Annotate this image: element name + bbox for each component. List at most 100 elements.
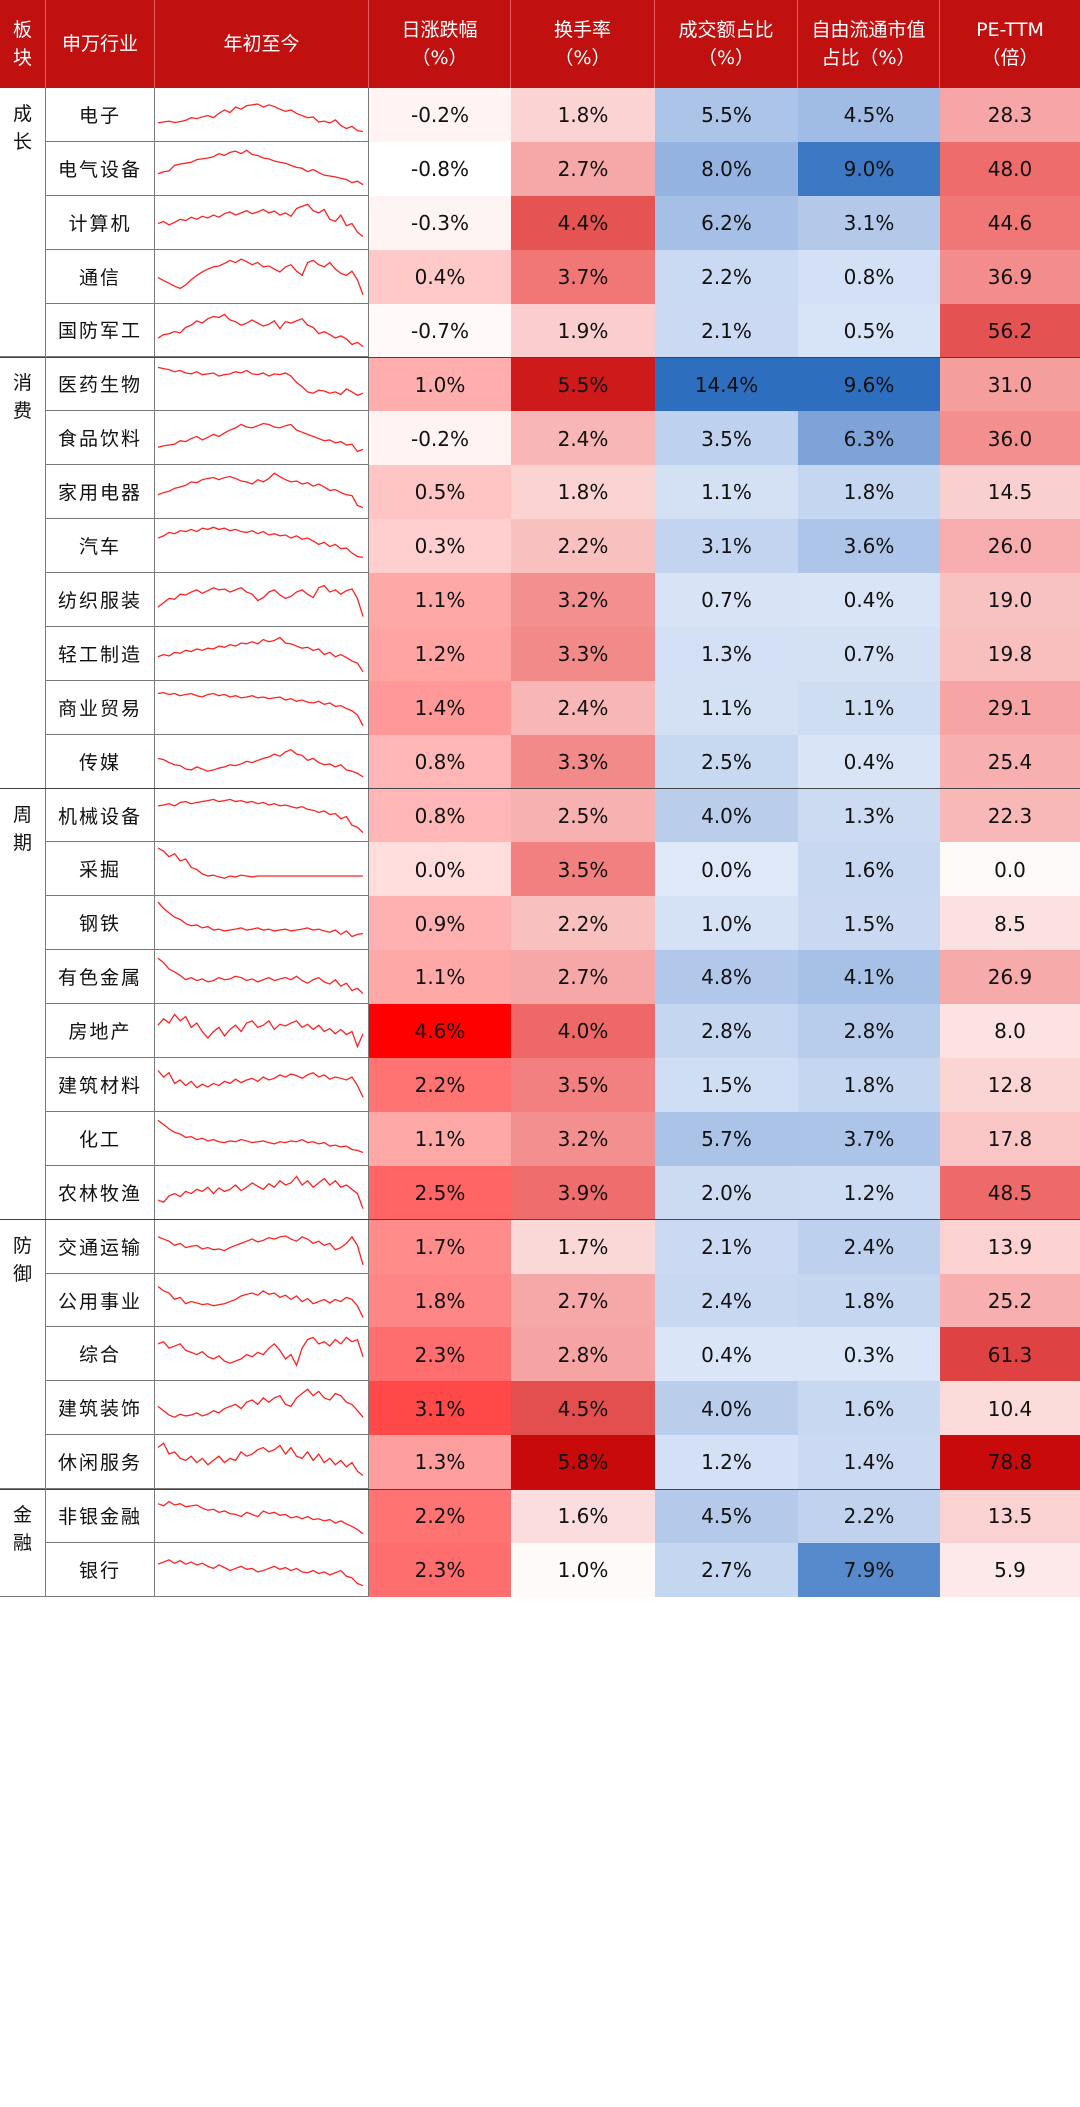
sector-group-char: 周: [12, 803, 32, 826]
float-cell: 0.5%: [798, 303, 940, 358]
sector-group: 防御: [0, 1219, 46, 1490]
daily-cell: 0.0%: [369, 842, 511, 897]
ytd-sparkline: [155, 1327, 369, 1382]
industry-name: 公用事业: [46, 1273, 155, 1328]
turnover-cell: 2.2%: [511, 896, 655, 951]
industry-name: 采掘: [46, 842, 155, 897]
header-turnover: 换手率 （%）: [511, 0, 655, 88]
pe-cell: 36.9: [940, 249, 1080, 305]
ytd-sparkline: [155, 1058, 369, 1112]
ytd-sparkline: [155, 195, 369, 250]
pe-cell: 13.9: [940, 1219, 1080, 1275]
turnover-cell: 3.7%: [511, 249, 655, 305]
turnover-cell: 1.9%: [511, 303, 655, 358]
daily-cell: 1.1%: [369, 950, 511, 1005]
sparkline-path: [157, 258, 364, 295]
daily-cell: 1.1%: [369, 573, 511, 628]
pe-cell: 25.2: [940, 1273, 1080, 1328]
industry-name: 计算机: [46, 195, 155, 250]
turnover-cell: 3.9%: [511, 1165, 655, 1221]
ytd-sparkline: [155, 1435, 369, 1490]
float-cell: 3.7%: [798, 1111, 940, 1167]
sparkline-path: [157, 584, 364, 617]
daily-cell: 0.8%: [369, 734, 511, 790]
daily-cell: 3.1%: [369, 1381, 511, 1436]
pe-cell: 10.4: [940, 1381, 1080, 1436]
pe-cell: 19.8: [940, 626, 1080, 682]
volume-cell: 6.2%: [655, 195, 798, 251]
daily-cell: 1.0%: [369, 357, 511, 412]
pe-cell: 36.0: [940, 411, 1080, 466]
daily-cell: 2.3%: [369, 1327, 511, 1382]
industry-name: 电气设备: [46, 141, 155, 196]
ytd-sparkline: [155, 303, 369, 358]
industry-name: 休闲服务: [46, 1435, 155, 1490]
pe-cell: 44.6: [940, 195, 1080, 251]
turnover-cell: 4.0%: [511, 1004, 655, 1059]
volume-cell: 5.7%: [655, 1111, 798, 1167]
pe-cell: 28.3: [940, 88, 1080, 143]
daily-cell: 1.8%: [369, 1273, 511, 1328]
ytd-sparkline: [155, 1489, 369, 1543]
float-cell: 2.8%: [798, 1004, 940, 1059]
daily-cell: 2.3%: [369, 1543, 511, 1598]
float-cell: 0.8%: [798, 249, 940, 305]
float-cell: 1.5%: [798, 896, 940, 951]
turnover-cell: 3.2%: [511, 573, 655, 628]
industry-name: 有色金属: [46, 950, 155, 1005]
float-cell: 1.1%: [798, 680, 940, 736]
float-cell: 1.8%: [798, 1273, 940, 1328]
industry-name: 食品饮料: [46, 411, 155, 466]
daily-cell: 1.1%: [369, 1111, 511, 1167]
sector-group-char: 长: [12, 131, 32, 153]
industry-name: 传媒: [46, 734, 155, 789]
header-sector: 板 块: [0, 0, 46, 88]
pe-cell: 14.5: [940, 465, 1080, 520]
volume-cell: 3.5%: [655, 411, 798, 466]
volume-cell: 1.5%: [655, 1058, 798, 1113]
float-cell: 1.3%: [798, 788, 940, 843]
header-pe-ttm: PE-TTM （倍）: [940, 0, 1080, 88]
turnover-cell: 3.5%: [511, 842, 655, 897]
volume-cell: 8.0%: [655, 141, 798, 197]
daily-cell: 1.3%: [369, 1435, 511, 1490]
volume-cell: 4.8%: [655, 950, 798, 1005]
ytd-sparkline: [155, 1273, 369, 1328]
volume-cell: 1.0%: [655, 896, 798, 951]
volume-cell: 14.4%: [655, 357, 798, 412]
industry-name: 综合: [46, 1327, 155, 1382]
industry-name: 医药生物: [46, 357, 155, 412]
turnover-cell: 1.6%: [511, 1489, 655, 1544]
pe-cell: 26.0: [940, 519, 1080, 574]
sector-group-char: 融: [12, 1532, 32, 1555]
daily-cell: 0.8%: [369, 788, 511, 843]
sector-group-char: 防: [12, 1234, 32, 1257]
pe-cell: 17.8: [940, 1111, 1080, 1167]
header-pe-ttm-line2: （倍）: [981, 47, 1039, 69]
sparkline-path: [157, 1336, 364, 1368]
ytd-sparkline: [155, 896, 369, 951]
ytd-sparkline: [155, 1543, 369, 1597]
daily-cell: 2.5%: [369, 1165, 511, 1221]
volume-cell: 0.7%: [655, 573, 798, 628]
turnover-cell: 3.3%: [511, 734, 655, 790]
turnover-cell: 3.3%: [511, 626, 655, 682]
turnover-cell: 2.7%: [511, 1273, 655, 1328]
float-cell: 2.2%: [798, 1489, 940, 1544]
float-cell: 9.6%: [798, 357, 940, 412]
ytd-sparkline: [155, 411, 369, 466]
pe-cell: 25.4: [940, 734, 1080, 790]
volume-cell: 0.4%: [655, 1327, 798, 1382]
ytd-sparkline: [155, 357, 369, 412]
sparkline-path: [157, 957, 364, 995]
pe-cell: 12.8: [940, 1058, 1080, 1113]
ytd-sparkline: [155, 141, 369, 196]
volume-cell: 2.1%: [655, 303, 798, 358]
group-divider: [0, 356, 1080, 358]
sparkline-path: [157, 1285, 364, 1318]
volume-cell: 0.0%: [655, 842, 798, 897]
volume-cell: 4.5%: [655, 1489, 798, 1544]
ytd-sparkline: [155, 1111, 369, 1166]
turnover-cell: 5.8%: [511, 1435, 655, 1490]
header-volume-share: 成交额占比 （%）: [655, 0, 798, 88]
